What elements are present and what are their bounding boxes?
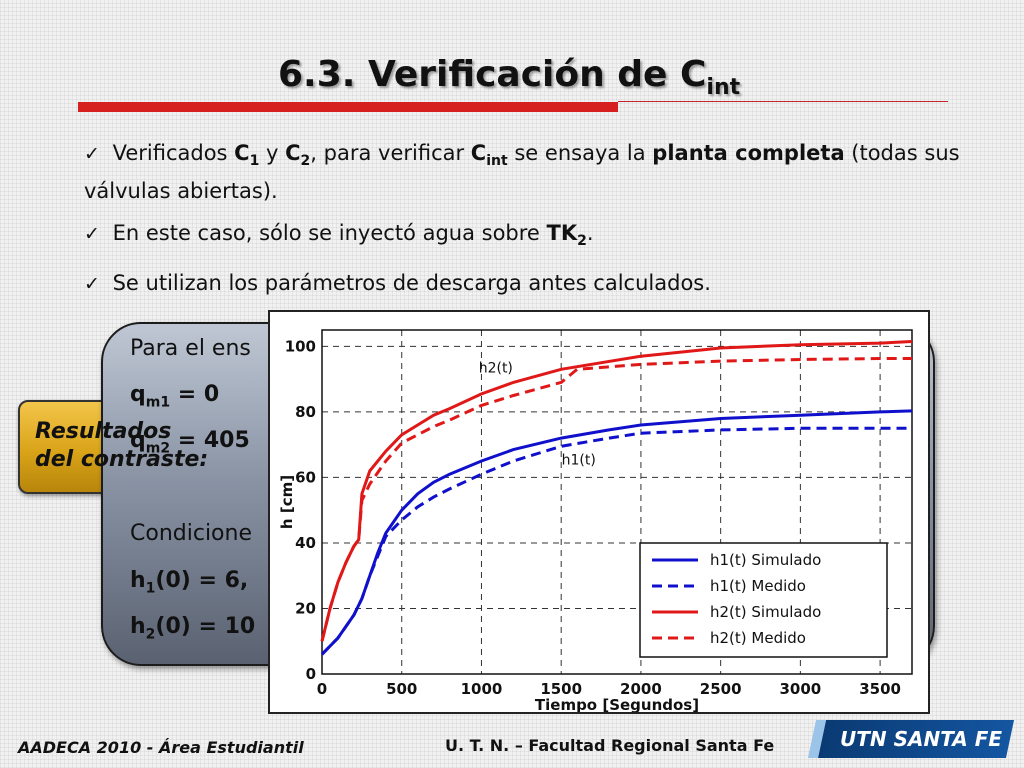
x-tick-label: 1500: [540, 680, 582, 698]
x-tick-label: 500: [386, 680, 417, 698]
x-axis-label: Tiempo [Segundos]: [535, 696, 699, 712]
footer-left: AADECA 2010 - Área Estudiantil: [18, 738, 304, 757]
x-tick-label: 2000: [620, 680, 662, 698]
panel-conditions: Condicione: [130, 519, 252, 549]
h2-symbol: h: [130, 614, 146, 639]
bullet-text-part: , para verificar: [310, 141, 471, 165]
bullet-text-part: .: [586, 221, 594, 246]
h1-value: (0) = 6,: [155, 568, 249, 593]
conditions-text: Condicione: [130, 521, 252, 546]
y-tick-label: 20: [295, 599, 316, 617]
plot-frame: [321, 329, 913, 675]
bullet-text-part: TK: [546, 221, 578, 246]
title-main: 6.3. Verificación de C: [278, 54, 707, 95]
x-tick-label: 3500: [859, 680, 901, 698]
qm2-value: = 405: [170, 428, 250, 453]
qm1-symbol: q: [130, 382, 146, 407]
series-annotation: h2(t): [479, 361, 513, 377]
bullet-text-part: se ensaya la: [507, 141, 653, 165]
panel-h2: h2(0) = 10: [130, 612, 255, 649]
check-icon: ✓: [84, 223, 100, 246]
series-line: [320, 357, 912, 642]
legend-label: h2(t) Simulado: [710, 603, 821, 621]
bullet-text-part: (todas sus válvulas abiertas).: [84, 141, 960, 204]
series-annotation: h1(t): [562, 452, 596, 468]
bullet-text-part: Verificados: [105, 141, 235, 165]
check-icon: ✓: [84, 143, 100, 165]
y-tick-label: 60: [295, 468, 316, 486]
bullet-text-part: En este caso, sólo se inyectó agua sobre: [105, 221, 547, 246]
slide-title: 6.3. Verificación de Cint: [278, 54, 740, 100]
legend-box: [639, 542, 888, 658]
h1-sub: 1: [145, 580, 156, 597]
bullet-text-part: C: [285, 141, 301, 165]
results-tag-label: Resultados del contraste:: [35, 419, 209, 472]
bullet-text-part: C: [470, 141, 487, 165]
x-tick-label: 0: [317, 680, 327, 698]
y-tick-label: 100: [285, 337, 316, 355]
panel-qm2: qm2 = 405: [130, 426, 250, 463]
bullet-text-part: Se utilizan los parámetros de descarga a…: [105, 271, 711, 296]
h2-sub: 2: [145, 626, 156, 643]
bullet-text-part: int: [486, 153, 508, 170]
x-tick-label: 1000: [461, 680, 503, 698]
series-line: [320, 426, 912, 656]
bullet-text-part: 2: [300, 153, 311, 170]
panel-intro: Para el ens: [130, 334, 251, 364]
panel-intro-text: Para el ens: [130, 336, 251, 361]
qm2-sub: m2: [145, 440, 171, 457]
bullet-text-part: 1: [249, 153, 260, 170]
y-tick-label: 80: [295, 403, 316, 421]
bullet-list: ✓ Verificados C1 y C2, para verificar Ci…: [84, 138, 1014, 311]
panel-h1: h1(0) = 6,: [130, 566, 248, 603]
check-icon: ✓: [84, 273, 100, 296]
footer-right: U. T. N. – Facultad Regional Santa Fe: [445, 736, 775, 755]
utn-logo-text: UTN SANTA FE: [840, 727, 1003, 751]
y-tick-label: 0: [306, 665, 316, 683]
x-tick-label: 3000: [780, 680, 822, 698]
panel-qm1: qm1 = 0: [130, 380, 219, 417]
bullet-text-part: C: [234, 141, 250, 165]
title-underline-bar: [78, 102, 618, 112]
bullet-item: ✓ Verificados C1 y C2, para verificar Ci…: [84, 138, 1014, 206]
legend-label: h1(t) Medido: [710, 577, 806, 595]
qm1-value: = 0: [170, 382, 220, 407]
title-underline-line: [618, 101, 948, 102]
legend-label: h1(t) Simulado: [710, 551, 821, 569]
x-tick-label: 2500: [700, 680, 742, 698]
h1-symbol: h: [130, 568, 146, 593]
y-tick-label: 40: [295, 534, 316, 552]
legend-label: h2(t) Medido: [710, 629, 806, 647]
bullet-text-part: planta completa: [652, 141, 845, 165]
bullet-text-part: y: [259, 141, 286, 165]
line-chart: 0 500 1000 1500 2000 2500 3000 3500 0 20 40 60 80 100…: [278, 329, 913, 712]
y-axis-label: h [cm]: [278, 475, 296, 529]
bullet-text-part: 2: [577, 233, 587, 250]
qm2-symbol: q: [130, 428, 146, 453]
h2-value: (0) = 10: [155, 614, 256, 639]
title-subscript: int: [706, 75, 741, 101]
bullet-item: ✓ Se utilizan los parámetros de descarga…: [84, 268, 1014, 299]
bullet-item: ✓ En este caso, sólo se inyectó agua sob…: [84, 218, 1014, 256]
chart-container: 0 500 1000 1500 2000 2500 3000 3500 0 20 40 60 80 100…: [268, 310, 930, 714]
qm1-sub: m1: [145, 394, 171, 411]
